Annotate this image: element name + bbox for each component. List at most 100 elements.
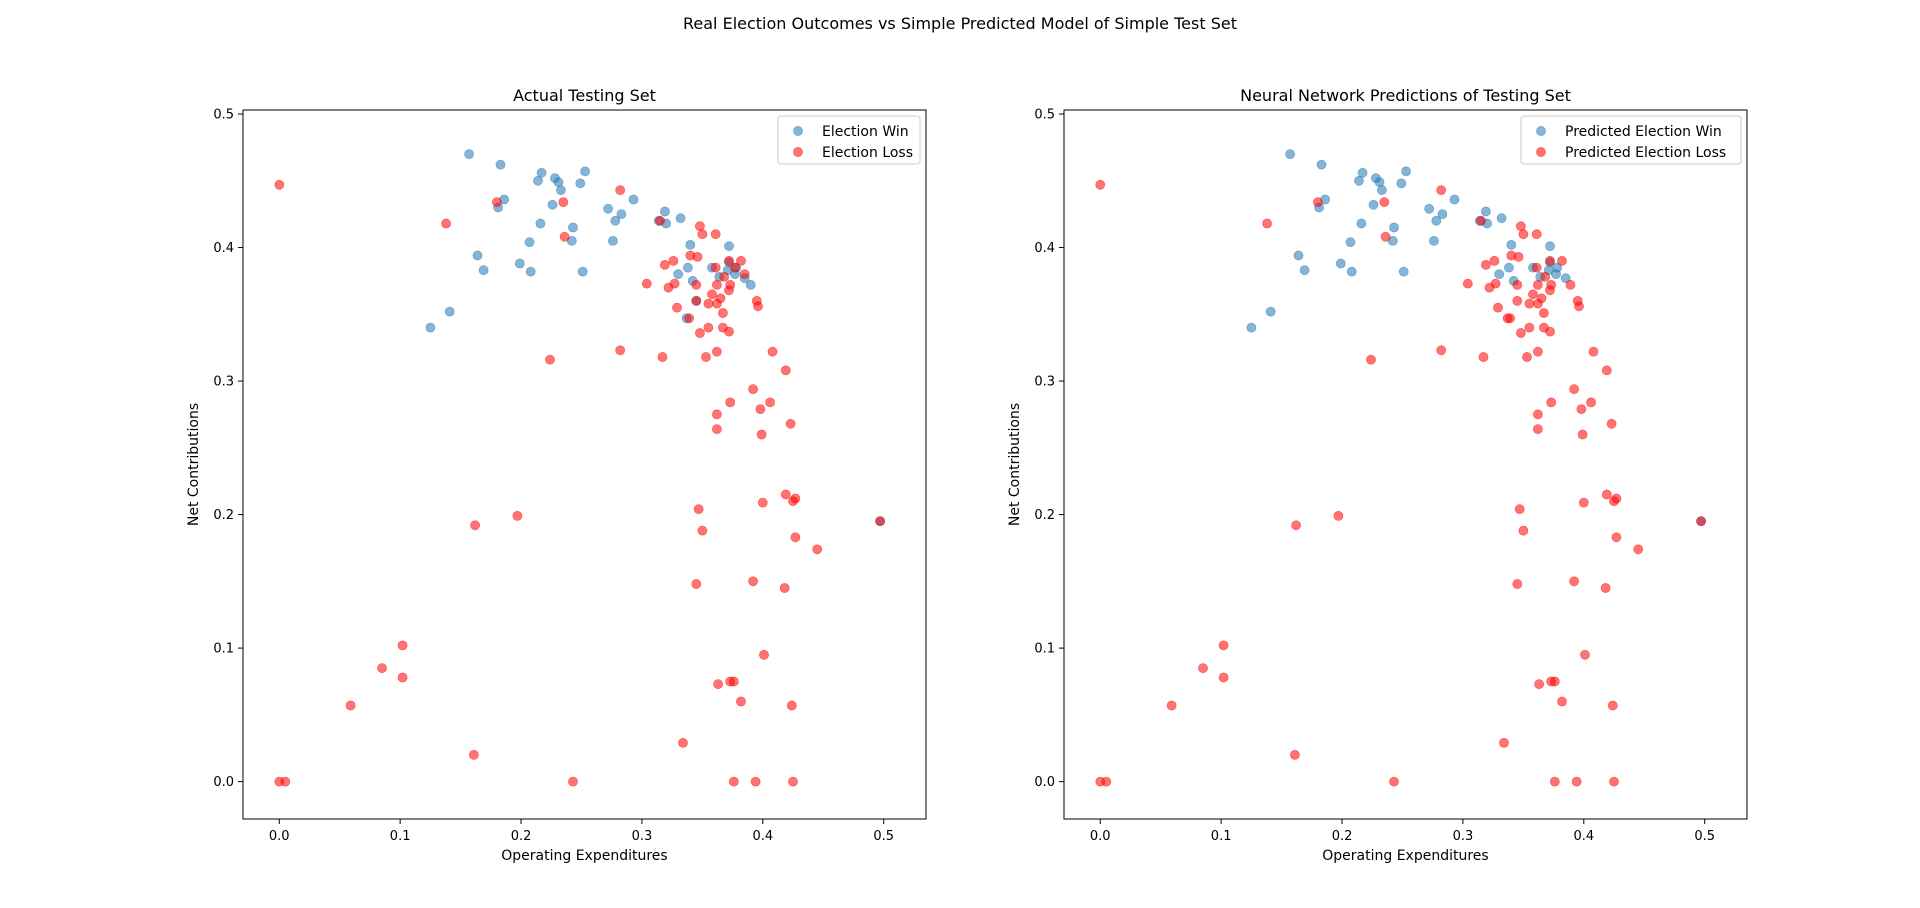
loss-point: [1481, 259, 1491, 270]
x-axis-label: Operating Expenditures: [1322, 848, 1488, 864]
loss-point: [1533, 279, 1543, 290]
y-tick-label: 0.1: [1034, 642, 1055, 657]
loss-point: [779, 583, 790, 593]
loss-point: [1518, 525, 1529, 536]
win-point: [1265, 306, 1276, 317]
loss-point: [1571, 776, 1582, 787]
loss-point: [1476, 215, 1486, 226]
loss-point: [756, 429, 767, 440]
loss-point: [1512, 279, 1523, 290]
loss-point: [1484, 282, 1495, 293]
loss-point: [724, 326, 734, 337]
win-point: [1357, 167, 1368, 178]
loss-point: [1576, 404, 1587, 414]
legend: Predicted Election Win Predicted Election…: [1520, 115, 1742, 165]
x-tick-label: 0.1: [390, 829, 411, 844]
loss-point: [1539, 308, 1549, 318]
loss-point: [755, 404, 766, 414]
loss-point: [655, 215, 665, 226]
y-tick-label: 0.0: [213, 775, 234, 790]
loss-point: [703, 298, 714, 309]
loss-point: [724, 285, 734, 296]
loss-point: [1462, 278, 1473, 289]
win-point: [1431, 215, 1442, 226]
loss-point: [1489, 255, 1500, 266]
loss-point: [559, 231, 570, 242]
loss-point: [1218, 672, 1229, 683]
loss-point: [725, 397, 736, 408]
loss-point: [1533, 424, 1543, 434]
y-tick-label: 0.2: [213, 508, 234, 523]
win-point: [608, 235, 618, 246]
loss-point: [1512, 579, 1523, 589]
loss-point: [788, 496, 798, 507]
x-tick-label: 0.3: [1453, 829, 1474, 844]
legend-marker: [793, 126, 803, 136]
loss-point: [441, 218, 451, 229]
loss-point: [691, 295, 702, 306]
loss-point: [1609, 776, 1619, 787]
chart-title: Actual Testing Set: [513, 86, 656, 105]
loss-point: [1607, 700, 1618, 711]
legend-label: Election Loss: [822, 145, 913, 161]
loss-point: [1524, 322, 1535, 333]
loss-point: [703, 322, 714, 333]
win-point: [1437, 209, 1448, 219]
loss-point: [736, 255, 746, 266]
loss-point: [1534, 679, 1544, 689]
x-tick-label: 0.1: [1211, 829, 1232, 844]
y-tick-label: 0.5: [213, 108, 234, 123]
loss-point: [1549, 776, 1560, 787]
win-point: [1354, 175, 1364, 186]
loss-point: [615, 185, 626, 195]
loss-point: [750, 776, 761, 787]
loss-point: [1528, 289, 1538, 300]
loss-point: [693, 504, 704, 515]
win-point: [1316, 159, 1327, 170]
loss-point: [1533, 346, 1543, 357]
loss-point: [1512, 295, 1523, 306]
win-point: [683, 262, 693, 273]
y-tick-label: 0.0: [1034, 775, 1055, 790]
loss-point: [641, 278, 652, 289]
loss-point: [1601, 489, 1612, 500]
loss-point: [1218, 640, 1229, 651]
legend-marker: [1536, 126, 1546, 136]
loss-point: [712, 424, 722, 434]
loss-point: [1580, 649, 1590, 660]
loss-point: [660, 259, 670, 270]
loss-point: [1578, 497, 1589, 508]
x-tick-label: 0.0: [269, 829, 290, 844]
loss-point: [280, 776, 291, 787]
win-point: [464, 149, 474, 159]
win-point: [535, 218, 546, 229]
loss-point: [1633, 544, 1644, 555]
win-point: [536, 167, 547, 178]
loss-point: [1606, 418, 1617, 429]
win-point: [1506, 239, 1517, 250]
loss-point: [491, 197, 502, 207]
loss-point: [712, 409, 722, 420]
loss-point: [1569, 576, 1579, 587]
win-point: [1356, 218, 1367, 229]
loss-point: [1518, 229, 1529, 240]
win-point: [1398, 266, 1409, 277]
loss-point: [1502, 313, 1513, 324]
x-tick-label: 0.4: [752, 829, 773, 844]
loss-point: [397, 672, 408, 683]
x-tick-label: 0.0: [1090, 829, 1111, 844]
x-tick-label: 0.5: [1694, 829, 1715, 844]
win-point: [547, 199, 558, 210]
loss-point: [1600, 583, 1611, 593]
win-point: [673, 269, 684, 280]
win-point: [1345, 237, 1356, 248]
win-point: [1377, 185, 1387, 195]
plot-frame: [1063, 109, 1748, 820]
loss-point: [1522, 352, 1532, 362]
win-point: [533, 175, 543, 186]
loss-point: [697, 229, 708, 240]
win-point: [478, 265, 489, 276]
legend-marker: [793, 147, 803, 157]
loss-point: [712, 346, 722, 357]
loss-point: [1095, 179, 1106, 190]
